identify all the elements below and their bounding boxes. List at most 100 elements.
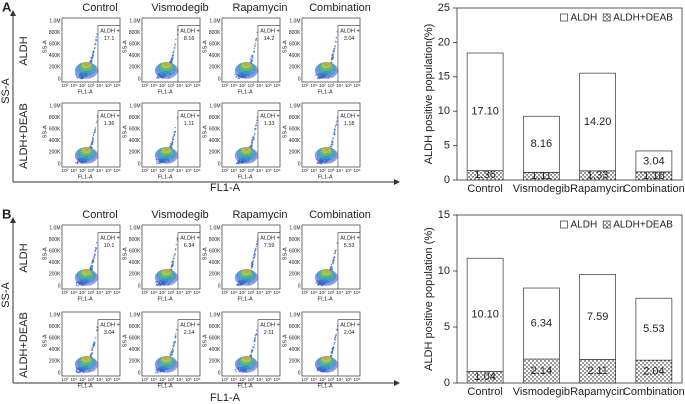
event-dot xyxy=(254,248,257,251)
density-blob xyxy=(163,269,170,273)
event-dot xyxy=(250,267,253,269)
flow-y-tick: 1.0M xyxy=(49,18,60,24)
flow-x-tick: 10⁰ xyxy=(142,83,149,88)
gate-value: 2.14 xyxy=(184,330,195,336)
flow-y-tick: 400K xyxy=(289,347,301,353)
event-dot xyxy=(255,329,258,332)
event-dot xyxy=(91,56,93,59)
event-dot xyxy=(254,250,256,252)
x-tick-label: Control xyxy=(467,183,502,195)
event-dot xyxy=(336,242,339,244)
flow-x-tick: 10⁰ xyxy=(302,83,309,88)
axis-arrow xyxy=(10,217,16,223)
density-blob xyxy=(83,356,90,360)
flow-x-tick: 10⁰ xyxy=(62,83,69,88)
y-axis-label: ALDH positive population(%) xyxy=(423,24,435,165)
flow-x-tick: 10⁶ xyxy=(273,290,280,295)
y-tick-label: 25 xyxy=(438,2,450,14)
event-dot xyxy=(250,262,253,265)
flow-y-label: SS-A xyxy=(122,247,128,260)
event-dot xyxy=(333,131,335,134)
flow-x-tick: 10⁰ xyxy=(62,290,69,295)
flow-y-tick: 800K xyxy=(129,30,141,36)
gate-value: 3.04 xyxy=(344,36,355,42)
flow-x-label: FL1-A xyxy=(158,89,173,95)
flow-y-tick: 200K xyxy=(129,272,141,278)
event-dot xyxy=(254,132,256,135)
flow-x-tick: 10² xyxy=(319,83,326,88)
bar-value-label: 2.14 xyxy=(531,365,552,377)
bar-value-label: 1.33 xyxy=(587,169,608,181)
event-dot xyxy=(254,124,257,127)
flow-y-label: SS-A xyxy=(42,334,48,347)
flow-x-tick: 10⁴ xyxy=(176,168,183,173)
flow-y-tick: 800K xyxy=(209,237,221,243)
event-dot xyxy=(253,257,255,259)
event-dot xyxy=(76,76,79,79)
flow-y-label: SS-A xyxy=(42,247,48,260)
outer-y-label: SS-A xyxy=(0,282,12,308)
flow-y-tick: 800K xyxy=(289,30,301,36)
flow-x-label: FL1-A xyxy=(158,174,173,180)
flow-y-tick: 600K xyxy=(129,249,141,255)
flow-y-tick: 600K xyxy=(209,336,221,342)
event-dot xyxy=(237,77,239,80)
flow-y-tick: 1.0M xyxy=(129,18,140,24)
y-tick-label: 10 xyxy=(438,265,450,277)
legend-swatch xyxy=(560,220,568,229)
flow-x-tick: 10¹ xyxy=(230,290,237,295)
event-dot xyxy=(318,283,320,286)
event-dot xyxy=(95,247,98,250)
event-dot xyxy=(332,346,335,348)
flow-y-tick: 400K xyxy=(49,53,61,59)
event-dot xyxy=(172,51,174,54)
flow-x-tick: 10⁰ xyxy=(142,168,149,173)
event-dot xyxy=(75,370,78,373)
event-dot xyxy=(251,263,253,266)
event-dot xyxy=(174,131,176,133)
flow-y-label: SS-A xyxy=(122,334,128,347)
event-dot xyxy=(235,370,238,373)
flow-x-tick: 10⁶ xyxy=(273,168,280,173)
flow-y-tick: 400K xyxy=(209,347,221,353)
x-tick-label: Combination xyxy=(623,183,685,195)
event-dot xyxy=(256,116,258,118)
flow-x-tick: 10³ xyxy=(88,377,95,382)
event-dot xyxy=(330,263,333,266)
flow-x-tick: 10³ xyxy=(248,83,255,88)
bar-segment xyxy=(466,257,504,372)
flow-x-tick: 10⁴ xyxy=(176,290,183,295)
flow-y-tick: 400K xyxy=(129,260,141,266)
flow-x-label: FL1-A xyxy=(78,89,93,95)
flow-y-tick: 800K xyxy=(289,324,301,330)
flow-x-tick: 10² xyxy=(79,290,86,295)
event-dot xyxy=(95,241,98,244)
event-dot xyxy=(91,143,94,145)
gate-label: ALDH + xyxy=(260,235,279,241)
event-dot xyxy=(330,355,333,357)
event-dot xyxy=(172,138,175,141)
event-dot xyxy=(169,60,171,62)
x-tick-label: Vismodegib xyxy=(513,183,570,195)
flow-y-tick: 1.0M xyxy=(129,312,140,318)
event-dot xyxy=(91,353,93,356)
flow-x-tick: 10³ xyxy=(328,290,335,295)
event-dot xyxy=(331,141,334,144)
plot-frame xyxy=(456,7,683,181)
flow-y-tick: 1.0M xyxy=(49,225,60,231)
flow-y-label: SS-A xyxy=(42,125,48,138)
flow-x-tick: 10¹ xyxy=(70,168,77,173)
flow-y-tick: 200K xyxy=(289,150,301,156)
event-dot xyxy=(175,328,178,331)
event-dot xyxy=(174,249,177,251)
flow-y-tick: 800K xyxy=(49,30,61,36)
axis-arrow xyxy=(10,10,16,16)
flow-x-tick: 10⁵ xyxy=(105,168,112,173)
flow-y-tick: 800K xyxy=(209,115,221,121)
flow-x-tick: 10³ xyxy=(168,290,175,295)
flow-x-tick: 10⁴ xyxy=(336,83,343,88)
flow-y-tick: 600K xyxy=(209,127,221,133)
event-dot xyxy=(172,262,174,265)
event-dot xyxy=(331,56,334,59)
flow-y-tick: 1.0M xyxy=(289,312,300,318)
